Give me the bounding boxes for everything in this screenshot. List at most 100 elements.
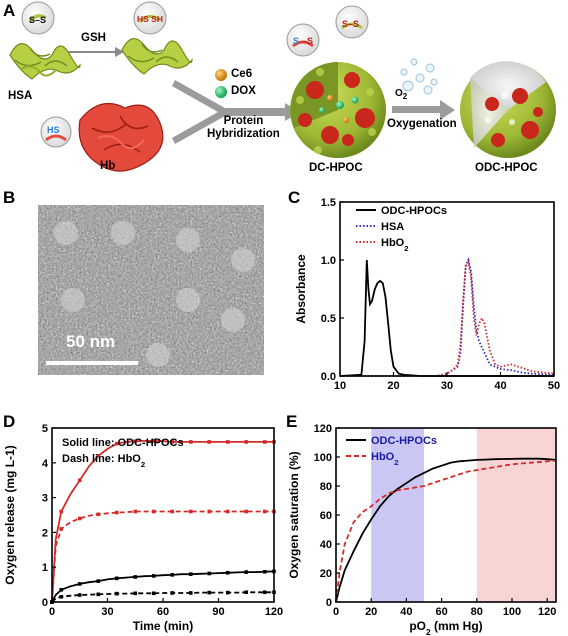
data-point <box>77 516 82 521</box>
x-tick-label: 20 <box>365 606 377 618</box>
x-tick-label: 0 <box>49 606 55 618</box>
y-tick-label: 1.0 <box>321 255 336 267</box>
ss-bond-label: S–S <box>29 15 46 25</box>
y-tick-label: 20 <box>320 568 332 580</box>
data-point <box>225 570 230 575</box>
data-point <box>96 579 101 583</box>
data-point <box>151 574 156 578</box>
x-tick-label: 20 <box>387 380 399 392</box>
chart-e: 0 20 40 60 80 100 120 0 20 40 60 80 100 120 pO2 (mm Hg… <box>287 423 557 636</box>
svg-text:S–S: S–S <box>342 19 359 29</box>
y-axis-label: Oxygen release (mg L-1) <box>3 445 17 584</box>
data-point <box>151 591 156 596</box>
y-tick-label: 0.0 <box>321 371 336 383</box>
y-axis-label: Absorbance <box>294 254 308 324</box>
y-tick-label: 1 <box>42 562 48 574</box>
data-point <box>170 440 175 444</box>
data-point <box>77 593 82 597</box>
series-line-0 <box>335 457 557 603</box>
legend-label-0: ODC-HPOCs <box>371 435 437 447</box>
panel-e-letter: E <box>286 412 298 431</box>
x-axis-label: pO2 (mm Hg) <box>409 619 482 636</box>
data-point <box>59 509 64 514</box>
data-point <box>207 571 212 576</box>
data-point <box>96 592 101 597</box>
data-point <box>244 440 249 444</box>
series-line-0 <box>51 439 274 603</box>
x-tick-label: 50 <box>548 380 560 392</box>
data-point <box>170 573 175 577</box>
dox-label: DOX <box>231 85 256 97</box>
data-point <box>170 509 175 514</box>
hb-protein-icon <box>78 102 164 172</box>
panel-d-letter: D <box>3 412 16 431</box>
y-tick-label: 40 <box>320 539 332 551</box>
y-tick-label: 120 <box>314 423 332 435</box>
hsa-protein-icon <box>9 43 81 80</box>
odc-hpoc-label: ODC-HPOC <box>475 162 538 174</box>
y-tick-label: 0 <box>326 597 332 609</box>
y-axis-label: Oxygen saturation (%) <box>287 451 301 578</box>
y-tick-label: 5 <box>42 423 48 435</box>
x-tick-label: 80 <box>471 606 483 618</box>
series-line-1 <box>335 459 557 603</box>
dc-hpoc-sphere-icon <box>290 62 386 158</box>
x-tick-label: 120 <box>265 606 283 618</box>
tem-image <box>38 205 264 375</box>
data-point <box>77 582 82 586</box>
x-tick-label: 120 <box>538 606 556 618</box>
legend-label-1: HSA <box>381 221 404 233</box>
y-tick-label: 1.5 <box>321 197 336 209</box>
x-tick-label: 60 <box>435 606 447 618</box>
hybridization-arrow <box>172 80 300 144</box>
hb-label: Hb <box>100 160 116 172</box>
hs-sh-label: HS SH <box>137 14 163 24</box>
data-point <box>225 509 230 514</box>
data-point <box>207 590 212 595</box>
hsa-label: HSA <box>8 90 33 102</box>
panel-a-schematic: S–S HS SH HS <box>9 1 556 172</box>
reduced-hsa-icon <box>121 38 193 75</box>
series-line-1 <box>51 510 274 603</box>
svg-text:S: S <box>293 36 299 46</box>
data-point <box>188 591 193 595</box>
data-point <box>262 569 267 574</box>
data-point <box>96 512 101 517</box>
y-tick-label: 80 <box>320 481 332 493</box>
oxygenation-label: Oxygenation <box>387 118 457 130</box>
annotation-dash-line: Dash line: HbO2 <box>62 453 145 469</box>
series-line-3 <box>51 591 274 603</box>
panel-b-letter: B <box>3 188 16 207</box>
data-point <box>133 439 138 444</box>
data-point <box>244 590 249 595</box>
o2-label: O2 <box>395 88 408 101</box>
series-line-1 <box>340 257 555 377</box>
gsh-label: GSH <box>81 32 106 44</box>
hsa-zoom-bubble: S–S <box>21 1 55 35</box>
x-tick-label: 10 <box>334 380 346 392</box>
data-point <box>170 591 175 595</box>
legend-label-1: HbO2 <box>371 451 399 467</box>
o2-bubbles-icon <box>400 58 438 95</box>
dox-dot-icon <box>215 86 227 98</box>
data-point <box>133 575 138 579</box>
hb-zoom-bubble: HS <box>40 116 72 148</box>
shaded-band-0 <box>371 428 424 602</box>
protein-hybridization-label: Protein Hybridization <box>207 115 280 140</box>
x-tick-label: 0 <box>333 606 339 618</box>
data-point <box>114 441 119 446</box>
data-point <box>188 440 193 444</box>
data-point <box>151 509 156 514</box>
data-point <box>133 591 138 596</box>
data-point <box>188 509 193 514</box>
gsh-arrow <box>68 47 124 57</box>
data-point <box>262 440 267 444</box>
x-tick-label: 40 <box>494 380 506 392</box>
y-tick-label: 100 <box>314 452 332 464</box>
panel-a-letter: A <box>3 1 16 20</box>
data-point <box>59 594 64 599</box>
data-point <box>59 527 64 531</box>
data-point <box>114 576 119 581</box>
svg-text:–S: –S <box>302 36 313 46</box>
